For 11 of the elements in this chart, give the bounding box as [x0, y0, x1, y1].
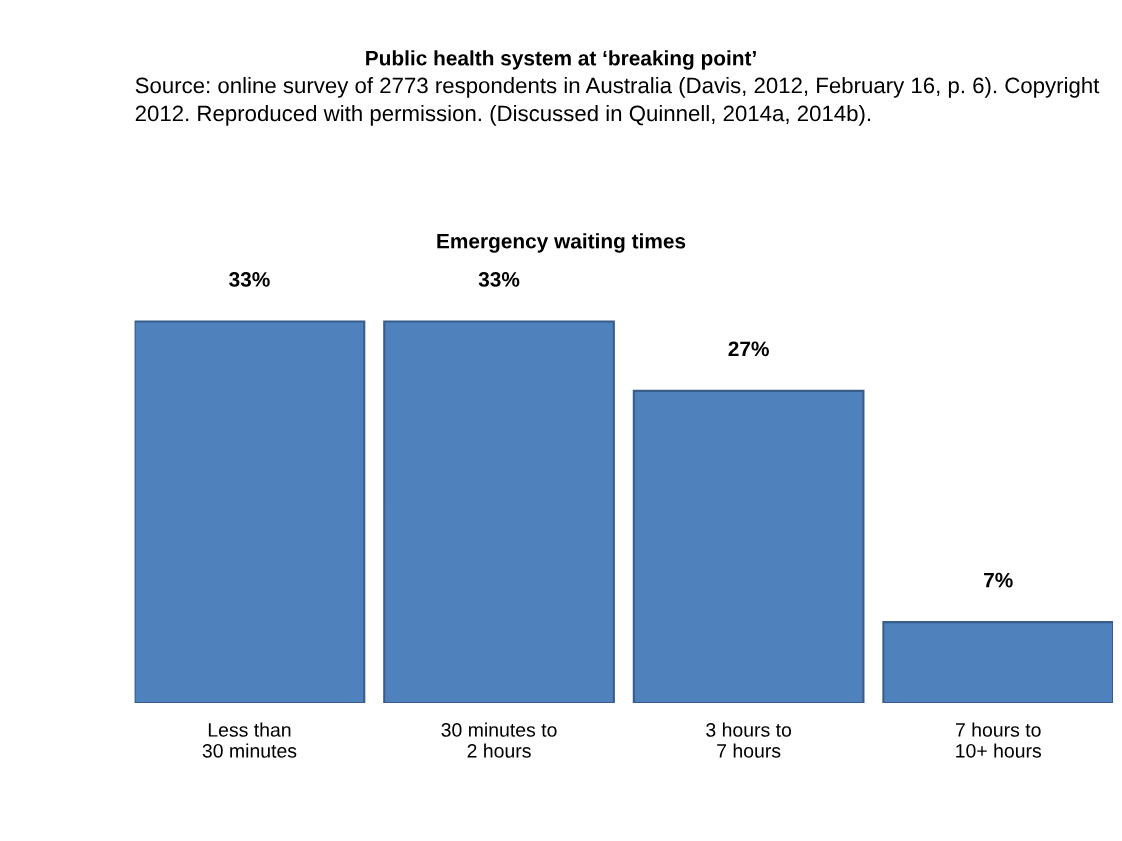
data-label: 33%	[229, 272, 270, 287]
x-tick-label: 30 minutes to 2 hours	[441, 722, 557, 758]
data-label: 27%	[728, 341, 769, 357]
x-tick-label: 7 hours to 10+ hours	[955, 722, 1042, 758]
source-note: Source: online survey of 2773 respondents in Australia (Davis, 2012, February 16, p. 6). Copyright 2012. Reproduced with permission. (Discussed in Quinnell, 2014a, 2014b).	[135, 77, 1100, 126]
x-tick-label: 3 hours to 7 hours	[706, 722, 792, 758]
x-tick-label: Less than 30 minutes	[202, 722, 297, 758]
chart-title: Public health system at ‘breaking point’	[366, 50, 756, 70]
data-label: 7%	[984, 572, 1013, 588]
data-label: 33%	[478, 272, 520, 287]
chart-subtitle: Emergency waiting times	[437, 233, 686, 253]
